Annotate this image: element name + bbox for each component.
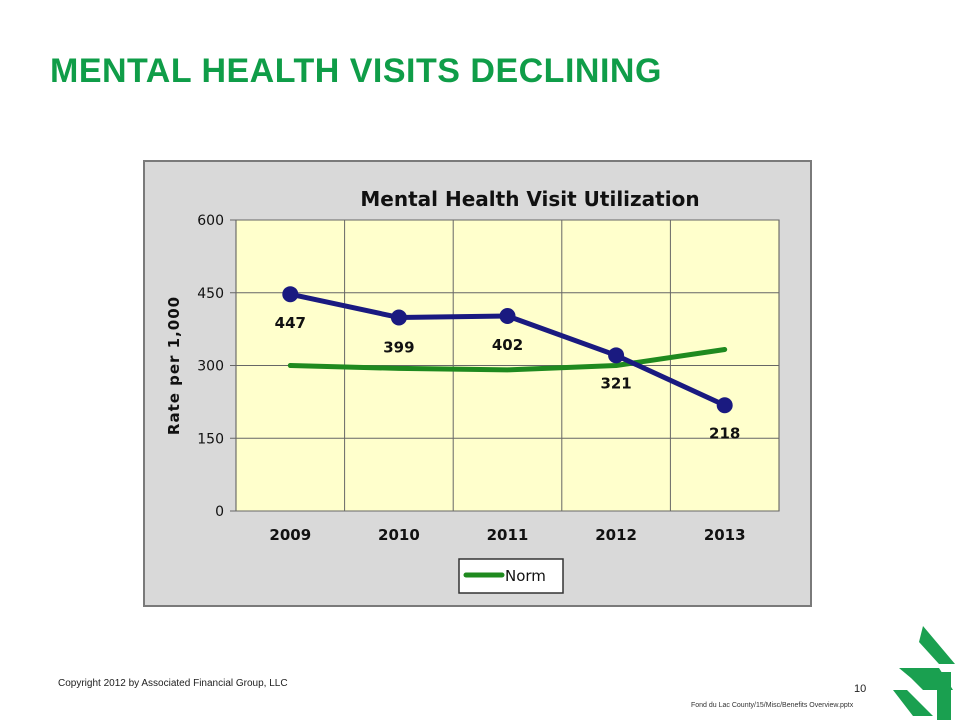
y-tick-label: 150 [197, 431, 224, 447]
slide-title: MENTAL HEALTH VISITS DECLINING [50, 52, 662, 90]
horizontal-gridlines [230, 219, 779, 512]
legend-norm-label: Norm [505, 567, 546, 585]
y-tick-label: 600 [197, 213, 224, 229]
x-category-label: 2011 [487, 526, 529, 544]
x-category-labels: 2009 2010 2011 2012 2013 [269, 526, 745, 544]
chart-frame: Mental Health Visit Utilization 0 150 300 4… [143, 160, 812, 607]
data-point [390, 309, 407, 326]
data-label: 321 [600, 374, 631, 392]
x-category-label: 2010 [378, 526, 420, 544]
legend: Norm [458, 558, 564, 594]
x-category-label: 2009 [269, 526, 311, 544]
data-point [499, 308, 516, 325]
y-tick-label: 0 [215, 504, 224, 520]
chart-title: Mental Health Visit Utilization [360, 187, 699, 211]
y-tick-labels: 0 150 300 450 600 [197, 213, 224, 520]
data-label: 218 [709, 424, 740, 442]
y-tick-label: 450 [197, 286, 224, 302]
tree-logo-icon [893, 626, 955, 720]
chart-svg: Mental Health Visit Utilization 0 150 300 4… [165, 187, 780, 594]
data-point [608, 347, 625, 364]
data-label: 447 [275, 314, 306, 332]
page-number: 10 [854, 683, 867, 695]
data-label: 399 [383, 338, 414, 356]
data-label: 402 [492, 336, 523, 354]
copyright-text: Copyright 2012 by Associated Financial G… [58, 678, 288, 689]
y-tick-label: 300 [197, 359, 224, 375]
x-category-label: 2013 [704, 526, 746, 544]
data-point [716, 397, 733, 414]
data-point [282, 286, 299, 303]
norm-line [287, 346, 728, 373]
x-category-label: 2012 [595, 526, 637, 544]
file-path-footer: Fond du Lac County/15/Misc/Benefits Over… [691, 702, 854, 709]
y-axis-label: Rate per 1,000 [165, 296, 183, 435]
visits-series: 447 399 402 321 218 [275, 286, 740, 442]
norm-series [287, 346, 728, 373]
